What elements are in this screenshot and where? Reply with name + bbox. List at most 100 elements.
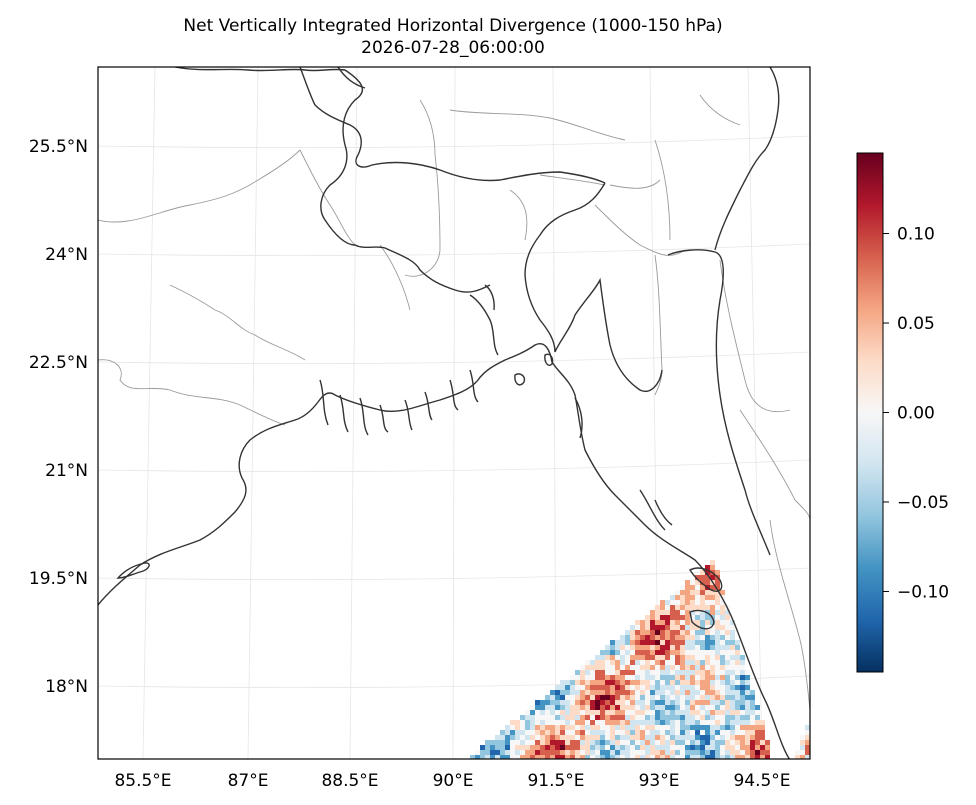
field-cell	[675, 730, 680, 735]
field-cell	[715, 655, 720, 660]
field-cell	[660, 695, 665, 700]
field-cell	[640, 755, 645, 759]
field-cell	[495, 740, 500, 745]
field-cell	[480, 755, 485, 759]
field-cell	[700, 630, 705, 635]
field-cell	[685, 625, 690, 630]
field-cell	[660, 655, 665, 660]
field-cell	[585, 755, 590, 759]
field-cell	[705, 635, 710, 640]
field-cell	[730, 665, 735, 670]
field-cell	[635, 690, 640, 695]
field-cell	[720, 655, 725, 660]
field-cell	[615, 685, 620, 690]
field-cell	[610, 685, 615, 690]
field-cell	[520, 725, 525, 730]
latitude-tick-labels: 25.5°N 24°N 22.5°N 21°N 19.5°N 18°N	[29, 137, 88, 697]
field-cell	[625, 675, 630, 680]
field-cell	[570, 750, 575, 755]
field-cell	[590, 755, 595, 759]
field-cell	[685, 595, 690, 600]
field-cell	[665, 735, 670, 740]
lat-tick-label: 24°N	[45, 245, 88, 265]
field-cell	[490, 745, 495, 750]
field-cell	[640, 745, 645, 750]
field-cell	[750, 715, 755, 720]
field-cell	[690, 745, 695, 750]
field-cell	[705, 680, 710, 685]
lon-tick-label: 94.5°E	[733, 771, 790, 791]
field-cell	[560, 705, 565, 710]
field-cell	[695, 670, 700, 675]
field-cell	[670, 635, 675, 640]
field-cell	[735, 730, 740, 735]
field-cell	[720, 755, 725, 759]
field-cell	[510, 750, 515, 755]
field-cell	[635, 680, 640, 685]
field-cell	[595, 665, 600, 670]
field-cell	[550, 735, 555, 740]
field-cell	[705, 615, 710, 620]
field-cell	[655, 715, 660, 720]
field-cell	[575, 705, 580, 710]
field-cell	[485, 750, 490, 755]
field-cell	[580, 670, 585, 675]
field-cell	[730, 735, 735, 740]
field-cell	[705, 655, 710, 660]
map-panel[interactable]	[97, 66, 811, 760]
field-cell	[585, 680, 590, 685]
field-cell	[540, 750, 545, 755]
field-cell	[615, 755, 620, 759]
map-datetime: 2026-07-28_06:00:00	[361, 38, 545, 58]
field-cell	[640, 645, 645, 650]
field-cell	[535, 705, 540, 710]
field-cell	[715, 695, 720, 700]
field-cell	[690, 695, 695, 700]
field-cell	[605, 670, 610, 675]
field-cell	[560, 710, 565, 715]
field-cell	[630, 710, 635, 715]
field-cell	[585, 740, 590, 745]
field-cell	[715, 660, 720, 665]
field-cell	[665, 610, 670, 615]
field-cell	[670, 735, 675, 740]
field-cell	[730, 705, 735, 710]
field-cell	[675, 630, 680, 635]
field-cell	[640, 635, 645, 640]
field-cell	[725, 655, 730, 660]
field-cell	[595, 705, 600, 710]
field-cell	[805, 745, 810, 750]
field-cell	[700, 610, 705, 615]
field-cell	[660, 635, 665, 640]
field-cell	[665, 630, 670, 635]
field-cell	[720, 625, 725, 630]
field-cell	[595, 670, 600, 675]
field-cell	[510, 745, 515, 750]
field-cell	[720, 635, 725, 640]
field-cell	[720, 685, 725, 690]
field-cell	[620, 730, 625, 735]
field-cell	[570, 685, 575, 690]
field-cell	[645, 720, 650, 725]
field-cell	[560, 735, 565, 740]
field-cell	[680, 585, 685, 590]
field-cell	[635, 630, 640, 635]
field-cell	[695, 700, 700, 705]
field-cell	[655, 690, 660, 695]
field-cell	[600, 750, 605, 755]
field-cell	[500, 735, 505, 740]
field-cell	[735, 750, 740, 755]
field-cell	[585, 670, 590, 675]
field-cell	[710, 685, 715, 690]
field-cell	[680, 695, 685, 700]
field-cell	[710, 560, 715, 565]
colorbar-gradient	[856, 152, 884, 673]
field-cell	[765, 740, 770, 745]
field-cell	[665, 655, 670, 660]
field-cell	[750, 755, 755, 759]
field-cell	[680, 655, 685, 660]
field-cell	[710, 710, 715, 715]
field-cell	[555, 700, 560, 705]
field-cell	[700, 685, 705, 690]
field-cell	[605, 695, 610, 700]
